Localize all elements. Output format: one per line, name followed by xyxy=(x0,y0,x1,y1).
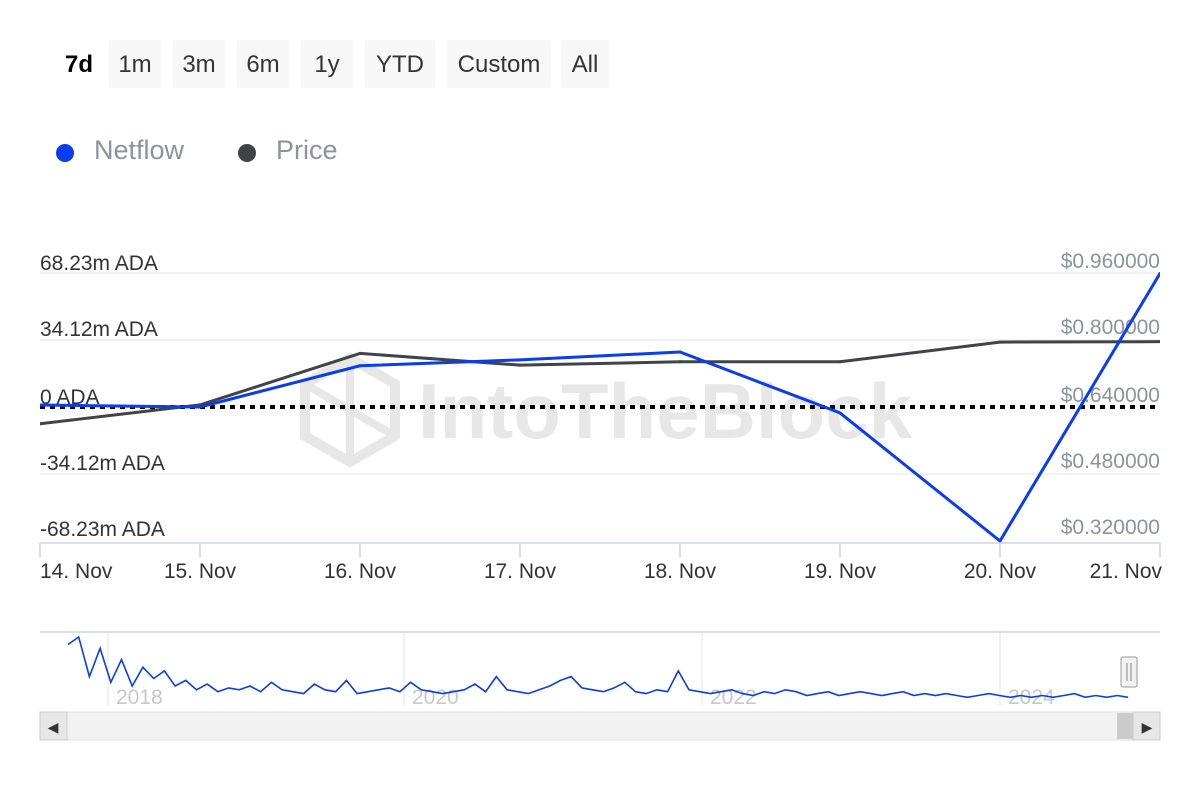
data-point-netflow[interactable] xyxy=(1158,271,1162,275)
range-button-1y[interactable]: 1y xyxy=(301,40,353,88)
navigator-year-label: 2020 xyxy=(412,686,459,709)
range-button-1m[interactable]: 1m xyxy=(109,40,161,88)
y-right-tick: $0.480000 xyxy=(1061,450,1160,473)
x-tick-label: 16. Nov xyxy=(324,560,397,583)
x-tick-label: 15. Nov xyxy=(164,560,237,583)
data-point-price[interactable] xyxy=(1158,340,1162,344)
legend-dot-icon xyxy=(238,144,256,162)
watermark-logo-icon xyxy=(300,352,400,468)
scroll-left-icon: ◀ xyxy=(48,719,59,735)
data-point-price[interactable] xyxy=(518,363,522,367)
range-button-custom[interactable]: Custom xyxy=(447,40,551,88)
x-tick-label: 17. Nov xyxy=(484,560,557,583)
scrollbar: ◀ ▶ xyxy=(39,711,1161,741)
legend-label: Price xyxy=(276,135,338,165)
x-tick-label: 21. Nov xyxy=(1090,560,1163,583)
navigator-year-label: 2022 xyxy=(710,686,757,709)
y-left-tick: 34.12m ADA xyxy=(40,318,158,341)
watermark: IntoTheBlock xyxy=(300,352,913,468)
x-tick-label: 18. Nov xyxy=(644,560,717,583)
range-button-ytd[interactable]: YTD xyxy=(365,40,435,88)
y-left-tick: 68.23m ADA xyxy=(40,252,158,275)
navigator: 2018 2020 2022 2024 xyxy=(40,631,1160,709)
navigator-year-label: 2018 xyxy=(116,686,163,709)
data-point-price[interactable] xyxy=(678,360,682,364)
range-button-6m[interactable]: 6m xyxy=(237,40,289,88)
data-point-netflow[interactable] xyxy=(39,403,42,407)
x-tick-label: 19. Nov xyxy=(804,560,877,583)
x-tick-label: 14. Nov xyxy=(40,560,113,583)
data-point-price[interactable] xyxy=(998,340,1002,344)
data-point-netflow[interactable] xyxy=(198,405,202,409)
series-line-price[interactable] xyxy=(40,340,1160,426)
y-right-tick: $0.800000 xyxy=(1061,316,1160,339)
data-point-netflow[interactable] xyxy=(838,411,842,415)
range-button-all[interactable]: All xyxy=(561,40,609,88)
y-right-tick: $0.320000 xyxy=(1061,516,1160,539)
scrollbar-thumb[interactable] xyxy=(1117,713,1133,739)
data-point-netflow[interactable] xyxy=(358,364,362,368)
y-axis-right: $0.960000 $0.800000 $0.640000 $0.480000 … xyxy=(1061,250,1160,539)
data-point-price[interactable] xyxy=(358,351,362,355)
data-point-netflow[interactable] xyxy=(998,539,1002,543)
scrollbar-track[interactable] xyxy=(39,711,1161,741)
scroll-right-button[interactable] xyxy=(1132,711,1161,741)
y-left-tick: -34.12m ADA xyxy=(40,452,165,475)
y-left-tick: -68.23m ADA xyxy=(40,518,165,541)
data-point-netflow[interactable] xyxy=(518,358,522,362)
legend-label: Netflow xyxy=(94,135,185,165)
series-line-netflow[interactable] xyxy=(40,272,1160,543)
scroll-right-icon: ▶ xyxy=(1142,719,1153,735)
range-button-3m[interactable]: 3m xyxy=(173,40,225,88)
data-point-price[interactable] xyxy=(39,422,42,426)
y-right-tick: $0.960000 xyxy=(1061,250,1160,273)
y-axis-left: 68.23m ADA 34.12m ADA 0 ADA -34.12m ADA … xyxy=(40,252,165,541)
navigator-series-line xyxy=(67,635,1129,699)
x-axis: 14. Nov 15. Nov 16. Nov 17. Nov 18. Nov 19. N… xyxy=(39,543,1163,583)
navigator-handle[interactable] xyxy=(1120,656,1138,688)
watermark-text: IntoTheBlock xyxy=(418,367,913,455)
x-tick-label: 20. Nov xyxy=(964,560,1037,583)
range-button-7d[interactable]: 7d xyxy=(55,40,103,88)
scroll-left-button[interactable] xyxy=(39,711,68,741)
legend-dot-icon xyxy=(56,144,74,162)
data-point-price[interactable] xyxy=(838,360,842,364)
grid-lines xyxy=(40,272,1160,475)
y-right-tick: $0.640000 xyxy=(1061,384,1160,407)
data-point-netflow[interactable] xyxy=(678,350,682,354)
y-left-tick: 0 ADA xyxy=(40,386,100,409)
